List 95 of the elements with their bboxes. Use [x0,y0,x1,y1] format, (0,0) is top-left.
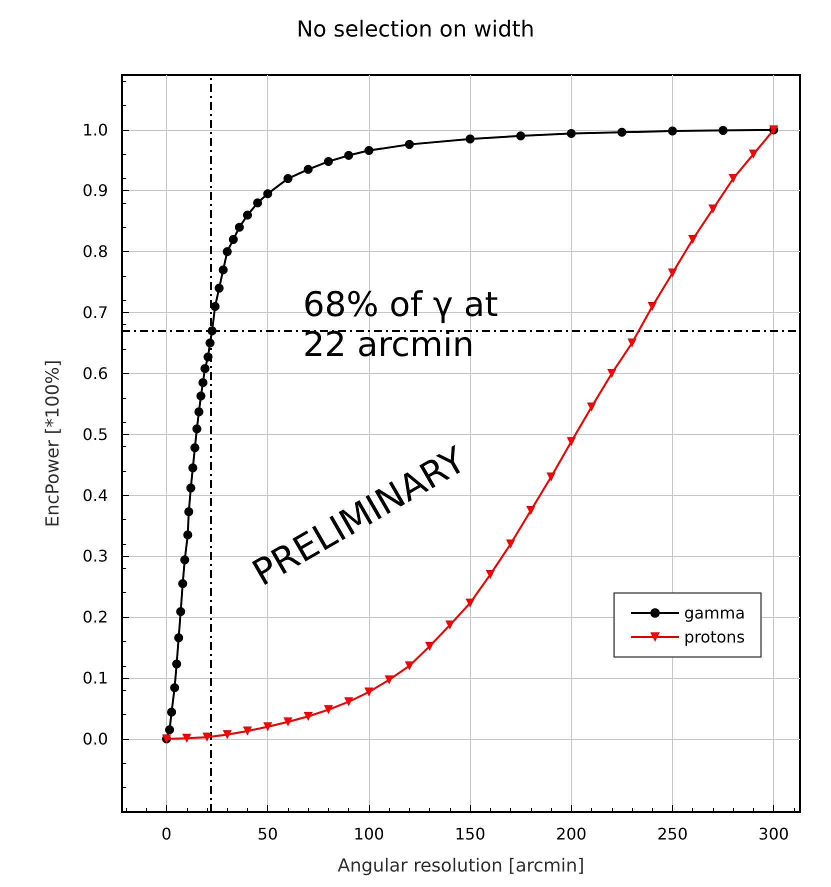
point [178,579,188,588]
point [466,134,475,144]
x-axis-title: Angular resolution [arcmin] [338,856,584,876]
legend-label: gamma [684,604,745,622]
point [190,443,200,452]
point [546,472,556,482]
point [617,128,626,137]
point [242,210,252,220]
point [198,378,208,388]
point [566,437,576,446]
point [607,368,616,378]
point [192,424,202,434]
point [718,126,728,135]
point [304,712,313,721]
x-tick-label: 300 [758,824,789,844]
point [167,708,176,717]
point [222,247,232,256]
point [304,164,313,174]
point [384,675,394,684]
point [668,268,677,278]
point [404,140,414,149]
point [486,570,495,579]
point [182,734,192,743]
annotation: 68% of γ at 22 arcmin [303,284,509,365]
point [587,402,596,412]
point [214,284,224,293]
point [728,174,738,184]
point [324,705,333,714]
point [283,174,292,184]
y-tick-label: 0.1 [82,668,108,688]
point [628,338,637,348]
point [688,234,698,244]
point [188,463,198,472]
point [364,688,374,697]
point [516,131,526,140]
point [202,732,212,742]
point [208,326,217,336]
point [566,128,576,138]
point [506,540,516,548]
point [466,598,475,608]
point [425,642,434,651]
point [263,189,272,198]
point [218,265,228,274]
point [234,222,244,232]
point [222,730,232,740]
point [344,697,354,706]
y-tick-label: 0.6 [82,364,108,383]
point [172,659,182,668]
point [344,150,354,160]
point [708,204,718,214]
point [648,302,657,311]
point [204,352,213,362]
point [364,146,374,156]
point [194,407,204,416]
point [206,338,215,348]
point [263,722,272,732]
y-tick-label: 0.3 [82,546,108,566]
point [283,717,292,726]
point [170,683,180,692]
y-axis-title: EncPower [*100%] [42,360,64,528]
point [165,725,174,734]
point [668,126,677,136]
y-tick-label: 0.0 [82,729,108,748]
point [253,198,262,208]
point [183,530,192,540]
point [404,661,414,670]
x-tick-label: 150 [454,824,486,844]
point [184,507,194,516]
x-tick-label: 100 [354,824,384,844]
point [324,156,333,166]
point [180,555,190,564]
y-tick-label: 0.5 [82,424,108,444]
chart-title: No selection on width [296,18,534,42]
y-tick-label: 0.4 [82,486,108,505]
point [200,364,210,374]
point [242,726,252,736]
point [210,302,220,311]
x-tick-label: 200 [556,824,587,844]
x-tick-label: 0 [161,824,172,844]
y-tick-label: 0.7 [82,303,108,322]
legend-label: protons [684,628,745,646]
point [196,391,206,400]
point [526,506,536,515]
x-tick-label: 250 [657,824,688,844]
y-tick-label: 0.8 [82,242,108,262]
point [174,633,184,642]
point [186,483,196,492]
y-tick-label: 1.0 [82,120,108,140]
point [748,150,758,159]
y-tick-label: 0.9 [82,181,108,200]
point [228,234,238,244]
point [445,620,454,630]
y-tick-label: 0.2 [82,608,108,627]
x-tick-label: 50 [258,824,278,844]
point [176,607,186,616]
